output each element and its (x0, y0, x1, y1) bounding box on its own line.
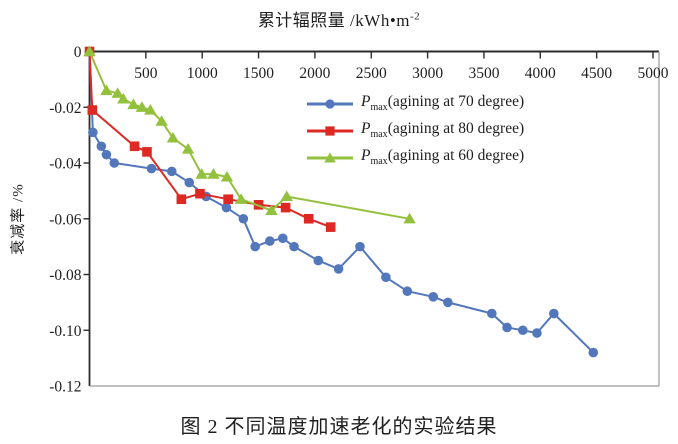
data-point-marker-series-0 (146, 163, 157, 174)
data-point-marker-series-0 (549, 308, 559, 319)
y-tick-label: -0.06 (49, 211, 82, 228)
y-axis-title: 衰减率 /% (10, 183, 27, 255)
x-tick-label: 1000 (187, 65, 218, 82)
data-point-marker-series-0 (487, 308, 497, 319)
legend-swatch-triangle (307, 152, 353, 162)
data-point-marker-series-0 (109, 158, 120, 168)
data-point-marker-series-2 (220, 170, 234, 182)
data-point-marker-series-0 (88, 127, 98, 138)
data-point-marker-series-1 (303, 213, 314, 224)
x-tick-label: 500 (134, 65, 158, 82)
legend-label-text: (agining at 60 degree) (387, 147, 525, 165)
data-point-marker-series-2 (166, 131, 180, 143)
data-point-marker-series-2 (155, 115, 168, 126)
y-tick-label: -0.12 (49, 379, 81, 396)
y-tick-label: 0 (74, 44, 82, 61)
x-tick-label: 2000 (299, 65, 330, 82)
legend-item-0: Pmax(agining at 70 degree) (306, 90, 524, 117)
data-point-marker-series-2 (280, 190, 293, 202)
data-point-marker-series-2 (144, 104, 157, 115)
data-point-marker-series-0 (502, 322, 512, 333)
legend-label: Pmax(agining at 60 degree) (361, 147, 524, 167)
legend-marker-circle (325, 98, 335, 109)
data-point-marker-series-2 (111, 87, 124, 98)
series-line-0 (88, 51, 595, 354)
data-point-marker-series-0 (518, 325, 528, 336)
data-point-marker-series-2 (100, 84, 113, 96)
data-point-marker-series-2 (195, 168, 208, 179)
legend-label-symbol: P (361, 120, 371, 138)
x-tick-label: 3500 (468, 65, 499, 82)
data-point-marker-series-0 (238, 213, 249, 224)
data-point-marker-series-0 (428, 292, 439, 302)
data-point-marker-series-0 (532, 328, 542, 338)
data-point-marker-series-0 (184, 177, 195, 188)
data-point-marker-series-0 (166, 166, 177, 177)
legend-label: Pmax(agining at 70 degree) (361, 93, 524, 113)
data-point-marker-series-1 (129, 141, 140, 152)
legend-label-text: (agining at 70 degree) (387, 93, 525, 111)
data-point-marker-series-0 (96, 141, 107, 152)
x-axis-title-text: 累计辐照量 /kWh•m (257, 11, 411, 30)
x-tick-label: 4000 (525, 65, 556, 82)
legend-marker-square (325, 125, 335, 136)
data-point-marker-series-1 (176, 194, 187, 205)
data-point-marker-series-0 (250, 241, 260, 252)
data-point-marker-series-0 (265, 236, 275, 246)
legend-item-1: Pmax(agining at 80 degree) (306, 117, 524, 144)
data-point-marker-series-1 (280, 202, 291, 213)
x-tick-label: 3000 (412, 65, 443, 82)
data-point-marker-series-0 (381, 272, 391, 283)
data-point-marker-series-2 (117, 92, 130, 104)
x-axis-title: 累计辐照量 /kWh•m-2 (0, 6, 678, 31)
data-point-marker-series-0 (313, 255, 324, 266)
data-point-marker-series-1 (325, 222, 336, 232)
y-tick-label: -0.04 (49, 156, 82, 173)
legend-marker-triangle (324, 152, 336, 162)
data-point-marker-series-0 (355, 241, 365, 252)
data-point-marker-series-2 (234, 193, 248, 204)
data-point-marker-series-2 (127, 98, 140, 110)
data-point-marker-series-1 (195, 188, 205, 199)
data-point-marker-series-1 (87, 105, 98, 115)
legend-item-2: Pmax(agining at 60 degree) (306, 144, 524, 171)
y-tick-label: -0.10 (49, 323, 82, 340)
legend-label: Pmax(agining at 80 degree) (361, 120, 524, 140)
x-tick-label: 5000 (638, 65, 669, 82)
data-point-marker-series-0 (588, 347, 599, 358)
line-chart: 500 1000 1500 2000 2500 3000 3500 4000 4500 5000 0… (49, 44, 669, 396)
y-tick-label: -0.02 (49, 100, 81, 117)
legend-label-text: (agining at 80 degree) (387, 120, 525, 138)
y-tick-label: -0.08 (49, 267, 82, 284)
legend-label-subscript: max (370, 129, 388, 141)
data-point-marker-series-2 (403, 212, 416, 224)
data-point-marker-series-0 (221, 202, 232, 213)
data-point-marker-series-1 (142, 147, 152, 157)
data-point-marker-series-2 (135, 101, 149, 112)
x-tick-label: 4500 (581, 65, 612, 82)
legend-swatch-circle (307, 98, 353, 109)
data-point-marker-series-0 (289, 241, 299, 252)
legend: Pmax(agining at 70 degree) Pmax(agining a… (306, 90, 524, 171)
data-point-marker-series-2 (181, 143, 195, 154)
legend-label-symbol: P (361, 93, 371, 111)
legend-label-symbol: P (361, 147, 371, 165)
data-point-marker-series-0 (101, 149, 112, 160)
legend-label-subscript: max (370, 102, 388, 114)
legend-label-subscript: max (370, 156, 388, 168)
data-point-marker-series-1 (223, 194, 233, 205)
figure-caption: 图 2 不同温度加速老化的实验结果 (180, 416, 498, 438)
data-point-marker-series-2 (83, 45, 96, 57)
x-tick-label: 2500 (356, 65, 387, 82)
data-point-marker-series-2 (265, 204, 278, 215)
x-axis-title-superscript: -2 (410, 10, 421, 23)
data-point-marker-series-2 (207, 168, 220, 179)
legend-swatch-square (307, 125, 353, 136)
data-point-marker-series-0 (443, 297, 453, 308)
data-point-marker-series-0 (402, 286, 413, 297)
x-tick-label: 1500 (243, 65, 274, 82)
data-point-marker-series-0 (277, 233, 288, 244)
data-point-marker-series-0 (333, 264, 344, 274)
